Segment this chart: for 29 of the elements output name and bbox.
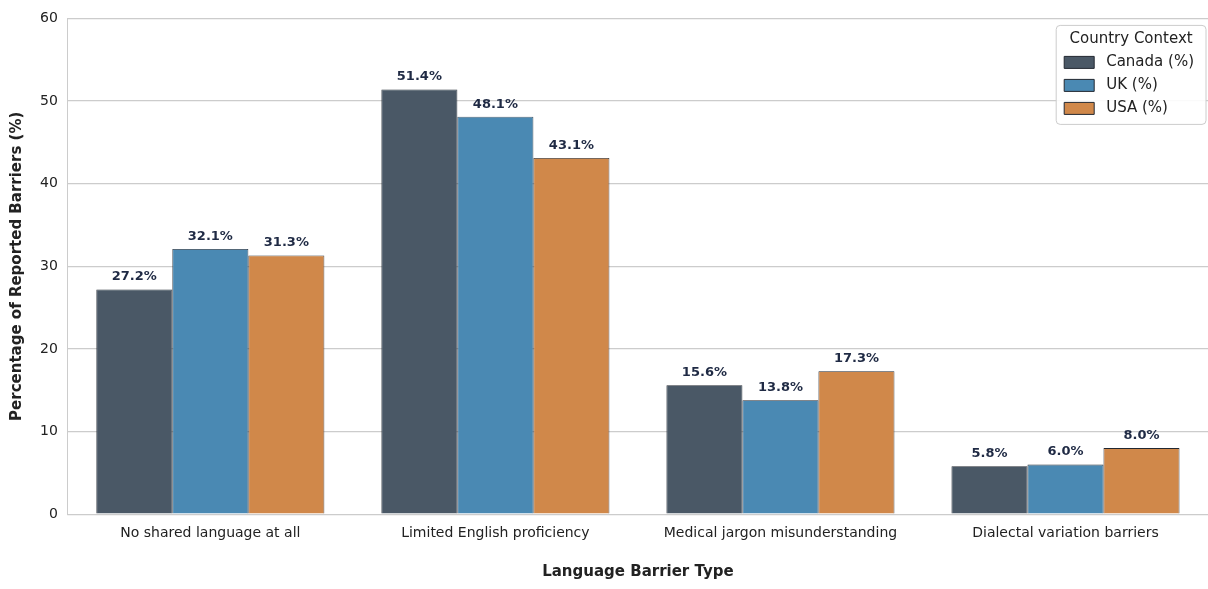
- x-axis-title: Language Barrier Type: [542, 561, 734, 580]
- y-tick-label: 20: [39, 339, 58, 356]
- data-label: 17.3%: [833, 350, 879, 366]
- data-label: 6.0%: [1047, 443, 1084, 459]
- data-label: 15.6%: [681, 364, 727, 380]
- data-label: 43.1%: [548, 136, 594, 152]
- data-label: 5.8%: [971, 445, 1008, 461]
- y-tick-label: 30: [39, 256, 58, 273]
- x-tick-label: No shared language at all: [120, 524, 301, 541]
- y-tick-label: 10: [39, 422, 58, 439]
- data-label: 51.4%: [396, 68, 442, 84]
- y-tick-label: 40: [39, 174, 58, 191]
- data-label: 31.3%: [263, 234, 309, 250]
- y-axis-title: Percentage of Reported Barriers (%): [6, 111, 25, 421]
- legend-label: USA (%): [1106, 98, 1168, 117]
- data-label: 8.0%: [1123, 426, 1160, 442]
- y-tick-label: 0: [48, 504, 58, 521]
- y-tick-label: 50: [39, 91, 58, 108]
- data-label: 13.8%: [757, 379, 803, 395]
- legend-title: Country Context: [1069, 29, 1193, 48]
- data-label: 48.1%: [472, 95, 518, 111]
- data-label: 27.2%: [111, 268, 157, 284]
- x-tick-label: Medical jargon misunderstanding: [663, 524, 898, 541]
- x-tick-label: Dialectal variation barriers: [972, 524, 1159, 541]
- y-tick-label: 60: [39, 9, 58, 26]
- legend-label: Canada (%): [1106, 52, 1195, 71]
- legend-label: UK (%): [1106, 75, 1158, 94]
- x-tick-label: Limited English proficiency: [401, 524, 590, 541]
- data-label: 32.1%: [187, 227, 233, 243]
